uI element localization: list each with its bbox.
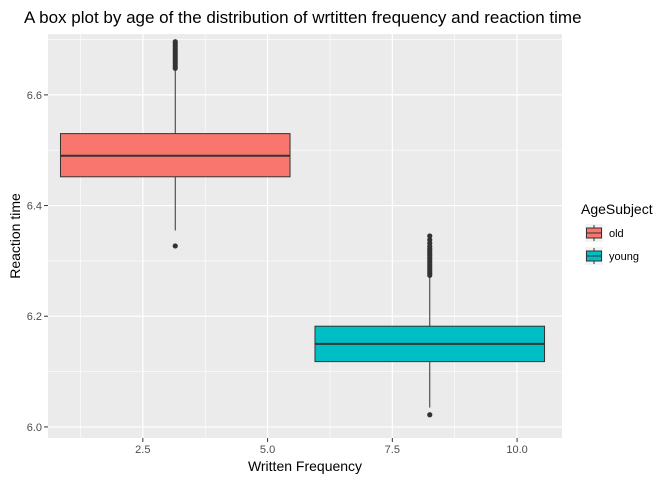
old-outlier-point	[172, 39, 178, 45]
legend-label-young: young	[609, 251, 639, 263]
young-outlier-point	[427, 237, 433, 243]
plot-panel	[48, 34, 562, 438]
legend: AgeSubject old young	[581, 201, 653, 265]
young-outlier-point	[427, 233, 433, 239]
x-tick-label: 2.5	[135, 444, 150, 456]
y-tick-label: 6.2	[27, 311, 42, 323]
x-tick-label: 7.5	[385, 444, 400, 456]
x-axis-label: Written Frequency	[248, 458, 362, 474]
legend-title: AgeSubject	[581, 201, 653, 217]
y-tick-label: 6.0	[27, 422, 42, 434]
y-tick-label: 6.6	[27, 90, 42, 102]
young-outlier-point	[427, 412, 433, 418]
chart-title: A box plot by age of the distribution of…	[24, 8, 582, 27]
legend-label-old: old	[609, 228, 624, 240]
x-tick-label: 5.0	[260, 444, 275, 456]
x-tick-label: 10.0	[506, 444, 527, 456]
y-tick-label: 6.4	[27, 201, 42, 213]
old-outlier-point	[172, 243, 178, 249]
y-axis-label: Reaction time	[7, 193, 23, 279]
